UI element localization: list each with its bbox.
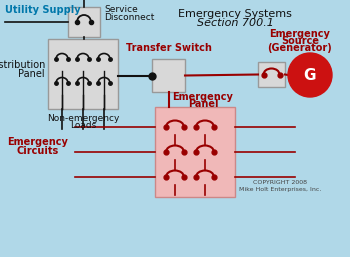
Text: Non-emergency: Non-emergency xyxy=(47,114,119,123)
Text: Utility Supply: Utility Supply xyxy=(5,5,80,15)
Text: Emergency: Emergency xyxy=(8,137,69,147)
Text: Mike Holt Enterprises, Inc.: Mike Holt Enterprises, Inc. xyxy=(239,187,321,191)
Text: Loads: Loads xyxy=(70,121,96,130)
Text: Emergency: Emergency xyxy=(173,92,233,102)
Text: Panel: Panel xyxy=(18,69,45,79)
Bar xyxy=(258,62,285,87)
Text: Distribution: Distribution xyxy=(0,60,45,70)
Bar xyxy=(48,39,118,109)
Text: Emergency Systems: Emergency Systems xyxy=(178,9,292,19)
Text: (Generator): (Generator) xyxy=(268,43,332,53)
Text: Section 700.1: Section 700.1 xyxy=(197,18,273,28)
Bar xyxy=(152,59,185,92)
Text: Panel: Panel xyxy=(188,99,218,109)
Text: Emergency: Emergency xyxy=(270,29,330,39)
Text: Service: Service xyxy=(104,5,138,14)
Text: G: G xyxy=(304,68,316,82)
Text: Source: Source xyxy=(281,36,319,46)
Text: Circuits: Circuits xyxy=(17,146,59,156)
Bar xyxy=(68,7,100,37)
Text: Disconnect: Disconnect xyxy=(104,13,154,22)
Circle shape xyxy=(288,53,332,97)
Text: Transfer Switch: Transfer Switch xyxy=(126,43,211,53)
Text: COPYRIGHT 2008: COPYRIGHT 2008 xyxy=(253,179,307,185)
Bar xyxy=(155,107,235,197)
